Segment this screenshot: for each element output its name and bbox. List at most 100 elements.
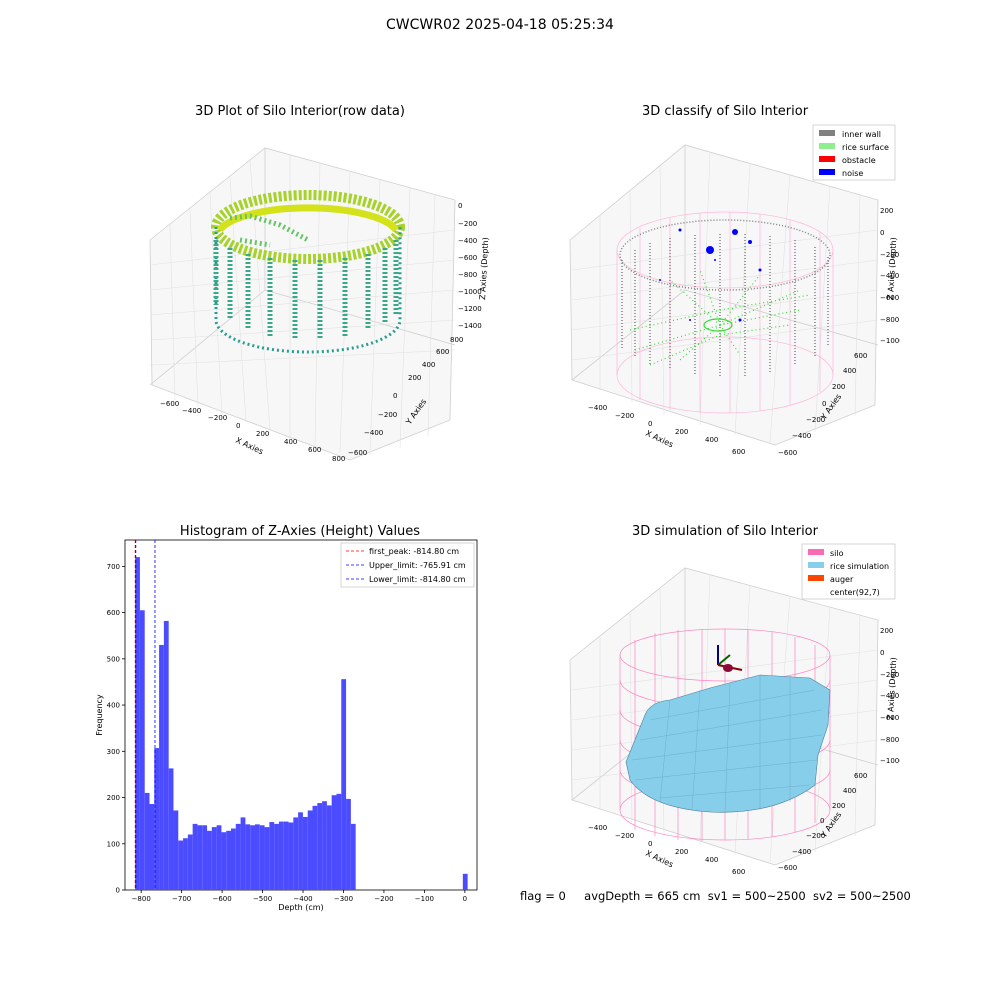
svg-text:600: 600: [854, 772, 867, 780]
svg-text:−600: −600: [160, 400, 179, 408]
svg-text:−200: −200: [615, 412, 634, 420]
histogram-bar: [163, 620, 169, 890]
svg-text:200: 200: [880, 207, 893, 215]
y-tick-label: 400: [107, 702, 120, 710]
axes-box: [569, 144, 879, 446]
svg-text:400: 400: [705, 436, 718, 444]
svg-text:−200: −200: [615, 832, 634, 840]
histogram-bar: [254, 824, 260, 890]
legend-first-peak: first_peak: -814.80 cm: [369, 547, 459, 556]
histogram-bars: [135, 557, 468, 890]
x-axis-label: Depth (cm): [278, 903, 323, 912]
y-tick-label: 700: [107, 563, 120, 571]
svg-text:−400: −400: [458, 237, 477, 245]
y-ticks: 0 100 200 300 400 500 600 700: [107, 563, 125, 895]
svg-text:−800: −800: [880, 736, 899, 744]
histogram-bar: [192, 823, 198, 890]
grid-lines: [571, 151, 879, 443]
svg-text:−1000: −1000: [880, 337, 900, 345]
histogram-bar: [331, 795, 337, 890]
svg-text:600: 600: [436, 348, 449, 356]
svg-text:−200: −200: [806, 832, 825, 840]
svg-text:0: 0: [880, 649, 884, 657]
svg-text:−1000: −1000: [880, 757, 900, 765]
svg-text:−600: −600: [880, 714, 899, 722]
svg-text:−600: −600: [348, 449, 367, 457]
histogram-bar: [264, 827, 270, 890]
svg-text:200: 200: [832, 383, 845, 391]
z-tick-labels: 0 −200 −400 −600 −800 −1000 −1200 −1400: [458, 202, 482, 330]
legend-rice-simulation: rice simulation: [830, 562, 889, 571]
legend-noise: noise: [842, 169, 863, 178]
x-tick-label: −800: [132, 895, 151, 903]
histogram-bar: [298, 812, 303, 890]
y-tick-label: 200: [107, 794, 120, 802]
histogram-bar: [259, 825, 265, 890]
svg-text:−400: −400: [880, 272, 899, 280]
legend-swatch-rice-simulation: [808, 562, 824, 568]
x-ticks: −800 −700 −600 −500 −400 −300 −200 −100 0: [132, 890, 467, 903]
histogram-bar: [144, 792, 150, 890]
y-tick-labels: −600 −400 −200 0 200 400 600: [778, 352, 867, 457]
svg-text:−200: −200: [208, 414, 227, 422]
histogram-bar: [240, 817, 246, 890]
svg-text:400: 400: [284, 438, 297, 446]
svg-text:400: 400: [843, 367, 856, 375]
svg-text:−200: −200: [880, 251, 899, 259]
histogram-bar: [278, 821, 284, 890]
x-tick-labels: −600 −400 −200 0 200 400 600 800: [160, 400, 345, 463]
histogram-bar: [207, 830, 212, 890]
svg-text:0: 0: [822, 400, 826, 408]
histogram-bar: [341, 679, 347, 890]
svg-text:−600: −600: [880, 294, 899, 302]
histogram-bar: [216, 825, 222, 890]
x-tick-label: −600: [212, 895, 231, 903]
svg-text:−400: −400: [182, 407, 201, 415]
noise-points: [659, 228, 762, 322]
x-tick-label: 0: [463, 895, 467, 903]
svg-text:−400: −400: [880, 692, 899, 700]
svg-text:200: 200: [675, 428, 688, 436]
panel1-title: 3D Plot of Silo Interior(row data): [195, 104, 405, 119]
histogram-bar: [178, 840, 184, 890]
histogram-bar: [183, 838, 188, 890]
histogram-bar: [350, 823, 356, 890]
svg-text:600: 600: [308, 446, 321, 454]
histogram-bar: [245, 824, 251, 890]
y-tick-label: 0: [116, 887, 120, 895]
svg-text:400: 400: [422, 361, 435, 369]
legend-swatch-auger: [808, 575, 824, 581]
svg-text:200: 200: [880, 627, 893, 635]
svg-text:200: 200: [832, 802, 845, 810]
svg-text:0: 0: [648, 420, 652, 428]
x-tick-label: −300: [334, 895, 353, 903]
threshold-lines: [134, 540, 156, 890]
histogram-bar: [317, 803, 323, 890]
svg-text:−1200: −1200: [458, 305, 482, 313]
x-tick-label: −700: [172, 895, 191, 903]
histogram-bar: [197, 825, 203, 890]
simulation-surface-3d-chart: silo rice simulation auger center(92,7) …: [569, 543, 900, 876]
svg-text:−1000: −1000: [458, 288, 482, 296]
svg-text:−400: −400: [588, 824, 607, 832]
raw-scatter-3d-chart: X Axies Y Axies Z Axies (Depth) −600 −40…: [149, 147, 490, 463]
svg-text:−600: −600: [778, 449, 797, 457]
legend-upper-limit: Upper_limit: -765.91 cm: [369, 561, 466, 570]
histogram-bar: [159, 644, 164, 890]
y-tick-labels: −600 −400 −200 0 200 400 600: [778, 772, 867, 872]
z-tick-labels: 200 0 −200 −400 −600 −800 −1000: [880, 627, 900, 765]
histogram-bar: [269, 822, 275, 890]
legend-swatch-rice-surface: [819, 143, 835, 149]
svg-text:0: 0: [393, 392, 397, 400]
svg-text:600: 600: [854, 352, 867, 360]
histogram-bar: [288, 822, 294, 890]
histogram-bar: [149, 804, 155, 890]
svg-text:−800: −800: [880, 316, 899, 324]
histogram-bar: [135, 557, 140, 890]
svg-text:0: 0: [880, 229, 884, 237]
x-axis-label: X Axies: [234, 436, 265, 457]
svg-text:600: 600: [732, 868, 745, 876]
svg-text:200: 200: [675, 848, 688, 856]
histogram-bar: [346, 798, 351, 890]
svg-text:0: 0: [236, 422, 240, 430]
